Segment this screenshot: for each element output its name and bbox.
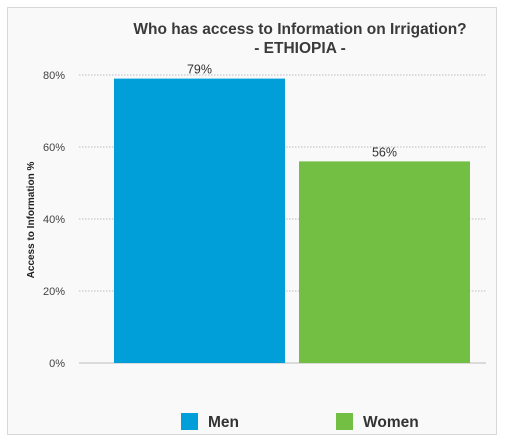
data-labels: 79% 56% [187,63,397,160]
legend: Men Women [181,413,419,431]
y-tick-label: 40% [43,214,65,226]
y-axis-label: Access to Information % [26,162,37,279]
legend-swatch-men [181,413,198,430]
bar-men [114,78,285,363]
y-tick-label: 60% [43,142,65,154]
bars [114,78,470,363]
y-tick-label: 0% [49,358,65,370]
data-label: 79% [187,63,212,77]
data-label: 56% [372,145,397,159]
legend-label: Women [363,414,419,431]
chart-subtitle: - ETHIOPIA - [254,40,346,57]
chart-title: Who has access to Information on Irrigat… [133,21,466,38]
legend-label: Men [208,414,239,431]
legend-swatch-women [336,413,353,430]
y-tick-label: 80% [43,70,65,82]
y-axis-ticks: 0% 20% 40% 60% 80% [43,70,65,370]
y-tick-label: 20% [43,286,65,298]
bar-women [299,161,470,363]
